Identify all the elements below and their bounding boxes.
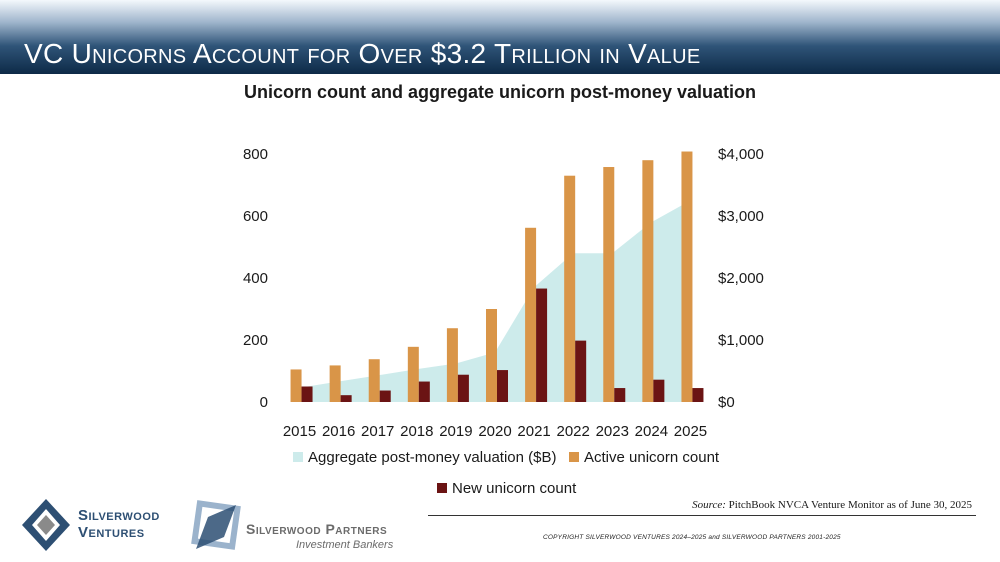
- legend-swatch-1: [569, 452, 579, 462]
- x-tick-2016: 2016: [322, 423, 355, 440]
- new-bar-2022: [575, 340, 587, 402]
- x-tick-2021: 2021: [517, 423, 550, 440]
- x-tick-2025: 2025: [674, 423, 707, 440]
- x-tick-2017: 2017: [361, 423, 394, 440]
- legend-label-0: Aggregate post-money valuation ($B): [308, 449, 556, 466]
- left-tick-600: 600: [243, 208, 268, 225]
- new-bar-2015: [301, 386, 313, 402]
- active-bar-2019: [446, 328, 458, 402]
- x-tick-2024: 2024: [635, 423, 668, 440]
- active-bar-2016: [329, 365, 341, 402]
- legend-label-2: New unicorn count: [452, 480, 577, 497]
- active-bar-2020: [486, 309, 497, 402]
- diamond-logo-icon: [22, 499, 70, 551]
- logo-ventures-line1: Silverwood: [78, 507, 160, 524]
- right-tick-$2,000: $2,000: [718, 270, 764, 287]
- silverwood-partners-logo: Silverwood Partners Investment Bankers: [188, 497, 418, 557]
- x-tick-2022: 2022: [556, 423, 589, 440]
- footer-divider: [428, 515, 976, 516]
- silverwood-ventures-logo: Silverwood Ventures: [20, 497, 190, 553]
- active-bar-2017: [368, 359, 380, 402]
- right-tick-$0: $0: [718, 394, 735, 411]
- active-bar-2018: [407, 346, 419, 402]
- new-bar-2024: [653, 379, 665, 402]
- logo-ventures-line2: Ventures: [78, 524, 145, 541]
- x-tick-2020: 2020: [478, 423, 511, 440]
- active-bar-2024: [642, 160, 654, 402]
- x-tick-2019: 2019: [439, 423, 472, 440]
- x-tick-2023: 2023: [596, 423, 629, 440]
- source-text: PitchBook NVCA Venture Monitor as of Jun…: [728, 499, 972, 511]
- left-tick-0: 0: [260, 394, 268, 411]
- active-bar-2023: [603, 167, 615, 402]
- source-label: Source:: [692, 499, 726, 511]
- new-bar-2020: [497, 370, 508, 402]
- active-bar-2022: [564, 175, 576, 402]
- x-tick-2015: 2015: [283, 423, 316, 440]
- active-bar-2021: [525, 227, 537, 402]
- new-bar-2021: [536, 288, 548, 402]
- chart-title: Unicorn count and aggregate unicorn post…: [243, 82, 757, 102]
- square-logo-icon: [191, 500, 241, 550]
- title-banner: VC Unicorns Account for Over $3.2 Trilli…: [0, 0, 1000, 74]
- new-bar-2017: [379, 390, 391, 402]
- legend-swatch-2: [437, 483, 447, 493]
- active-bar-2025: [681, 151, 693, 402]
- new-bar-2018: [418, 381, 430, 402]
- right-tick-$4,000: $4,000: [718, 146, 764, 163]
- active-bar-2015: [290, 369, 302, 402]
- new-bar-2025: [692, 388, 704, 402]
- left-tick-800: 800: [243, 146, 268, 163]
- copyright-text: COPYRIGHT SILVERWOOD VENTURES 2024–2025 …: [543, 534, 841, 541]
- logo-partners-sub: Investment Bankers: [296, 539, 394, 551]
- valuation-area: [299, 200, 691, 402]
- left-tick-400: 400: [243, 270, 268, 287]
- new-bar-2019: [457, 374, 469, 402]
- right-tick-$1,000: $1,000: [718, 332, 764, 349]
- legend-label-1: Active unicorn count: [584, 449, 720, 466]
- page-title: VC Unicorns Account for Over $3.2 Trilli…: [24, 38, 701, 69]
- logo-partners-name: Silverwood Partners: [246, 521, 388, 537]
- new-bar-2023: [614, 388, 626, 402]
- legend-swatch-0: [293, 452, 303, 462]
- unicorn-chart: 0 200 400 600 800 $0 $1,000 $2,000 $3,000 $4,000 2…: [243, 146, 764, 497]
- new-bar-2016: [340, 395, 352, 402]
- x-tick-2018: 2018: [400, 423, 433, 440]
- left-tick-200: 200: [243, 332, 268, 349]
- source-note: Source: PitchBook NVCA Venture Monitor a…: [692, 499, 972, 511]
- right-tick-$3,000: $3,000: [718, 208, 764, 225]
